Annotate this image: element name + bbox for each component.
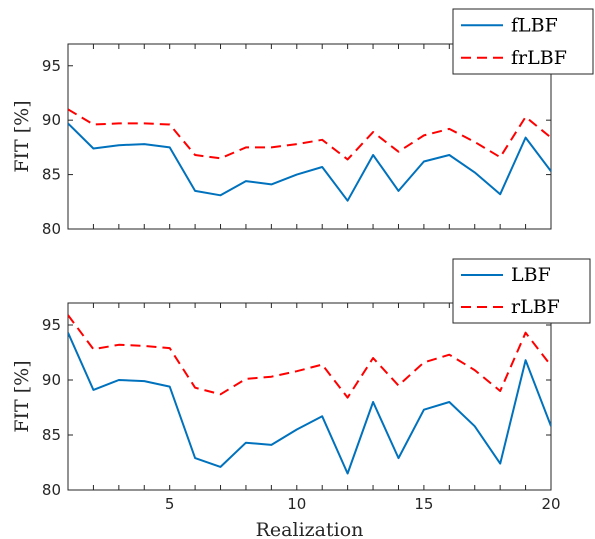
x-tick-label: 10 <box>287 495 306 513</box>
series-line-frLBF <box>68 108 551 161</box>
bottom-subplot: 80 85 90 95 5 10 15 20 FIT [%] Realization LBF rLBF <box>11 258 591 539</box>
x-tick-label: 5 <box>165 495 175 513</box>
series-line-rLBF <box>68 314 551 399</box>
legend-box <box>452 8 594 75</box>
x-tick-label: 15 <box>414 495 433 513</box>
y-tick-label: 95 <box>42 316 61 334</box>
legend-box <box>452 258 591 324</box>
y-axis-label: FIT [%] <box>11 100 33 172</box>
series-line-fLBF <box>68 122 551 202</box>
y-tick-label: 80 <box>42 220 61 238</box>
y-tick-label: 95 <box>42 57 61 75</box>
y-tick-label: 90 <box>42 371 61 389</box>
x-tick-label: 20 <box>541 495 560 513</box>
series-line-LBF <box>68 332 551 475</box>
plot-frame <box>67 302 552 491</box>
plot-frame <box>67 43 552 230</box>
x-axis-label: Realization <box>256 519 364 539</box>
y-tick-label: 90 <box>42 111 61 129</box>
y-tick-label: 80 <box>42 481 61 499</box>
legend-label: LBF <box>511 264 551 286</box>
legend-label: frLBF <box>511 47 567 69</box>
top-subplot: 80 85 90 95 FIT [%] fLBF frLBF <box>11 8 594 238</box>
y-tick-label: 85 <box>42 166 61 184</box>
y-axis-label: FIT [%] <box>11 360 33 432</box>
y-tick-label: 85 <box>42 426 61 444</box>
legend-label: rLBF <box>511 296 560 318</box>
legend-label: fLBF <box>511 14 558 36</box>
